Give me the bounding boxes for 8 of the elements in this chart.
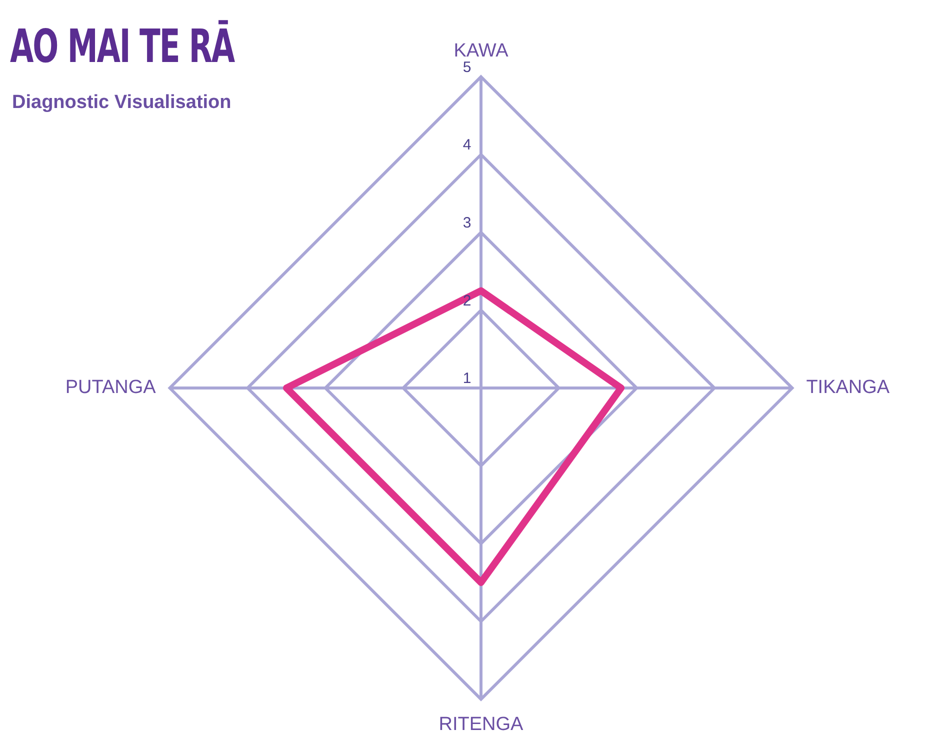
chart-title: AO MAI TE RĀ: [10, 20, 234, 74]
spoke-label: TIKANGA: [806, 377, 890, 398]
text: Diagnostic Visualisation: [12, 92, 232, 114]
spoke-label: PUTANGA: [65, 377, 156, 398]
spoke-label: RITENGA: [438, 714, 524, 735]
y-tick-label: 1: [462, 370, 472, 388]
y-tick-label: 4: [462, 136, 472, 154]
y-tick-label: 3: [462, 214, 472, 232]
